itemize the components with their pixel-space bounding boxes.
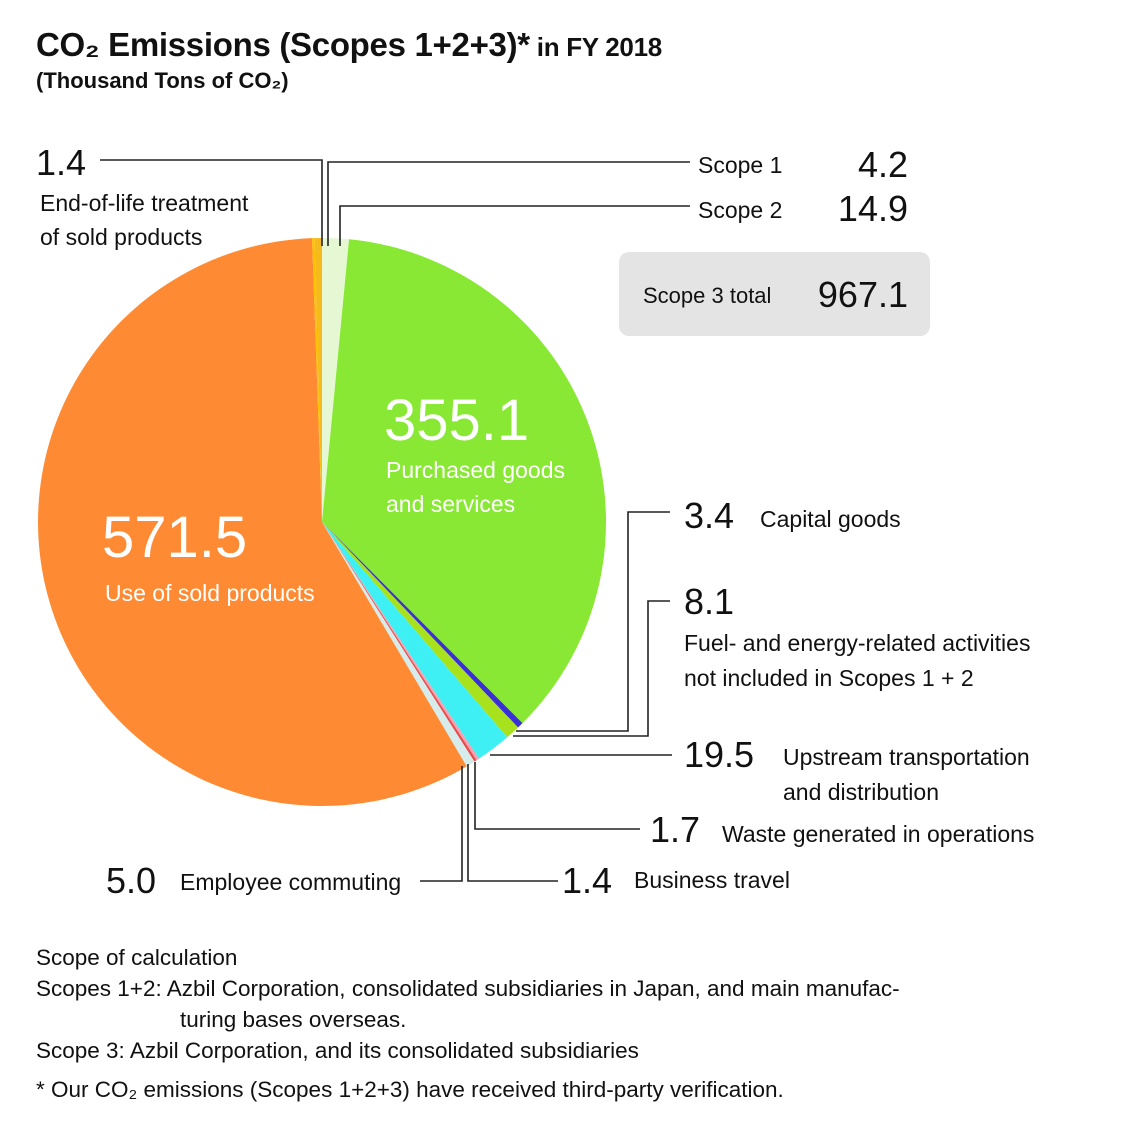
- label-upstream-desc-2: and distribution: [783, 779, 939, 805]
- notes-scopes12: Scopes 1+2: Azbil Corporation, consolida…: [36, 976, 900, 1001]
- pie-slice-eol: [312, 238, 322, 522]
- label-use-desc: Use of sold products: [105, 580, 315, 606]
- pie-slice-fuel: [322, 522, 519, 738]
- pie-slice-travel: [322, 522, 477, 762]
- leader-line-scope1: [327, 161, 690, 246]
- scope3-total-value: 967.1: [817, 274, 908, 315]
- scope3-total-label: Scope 3 total: [643, 283, 772, 308]
- chart-title-suffix: in FY 2018: [529, 32, 662, 62]
- pie-slice-scope2: [322, 238, 350, 522]
- pie-slice-capital: [322, 522, 523, 728]
- label-waste-value: 1.7: [650, 809, 700, 850]
- label-eol-desc-1: End-of-life treatment: [40, 190, 249, 216]
- label-scope1-desc: Scope 1: [698, 152, 782, 178]
- label-capital-value: 3.4: [684, 495, 734, 536]
- leader-line-fuel: [513, 600, 670, 737]
- scope3-total-box: Scope 3 total 967.1: [619, 252, 930, 336]
- pie-slice-commute: [322, 522, 475, 767]
- label-commute-value: 5.0: [106, 860, 156, 901]
- label-eol-value: 1.4: [36, 142, 86, 183]
- notes-scopes12-cont: turing bases overseas.: [180, 1007, 407, 1032]
- pie-chart: 1.4 End-of-life treatment of sold produc…: [36, 142, 1034, 901]
- label-commute-desc: Employee commuting: [180, 869, 401, 895]
- label-travel-desc: Business travel: [634, 867, 790, 893]
- notes: Scope of calculation Scopes 1+2: Azbil C…: [36, 942, 1116, 1105]
- chart-title-main: CO₂ Emissions (Scopes 1+2+3)*: [36, 26, 530, 63]
- label-scope1-value: 4.2: [858, 144, 908, 185]
- pie-slice-waste: [322, 522, 480, 761]
- leader-line-scope2: [339, 205, 690, 246]
- label-purchased-value: 355.1: [384, 388, 529, 453]
- notes-footnote: * Our CO₂ emissions (Scopes 1+2+3) have …: [36, 1077, 784, 1102]
- label-eol-desc-2: of sold products: [40, 224, 202, 250]
- label-fuel-desc-1: Fuel- and energy-related activities: [684, 630, 1030, 656]
- label-fuel-desc-2: not included in Scopes 1 + 2: [684, 665, 974, 691]
- label-upstream-desc-1: Upstream transportation: [783, 744, 1030, 770]
- label-travel-value: 1.4: [562, 860, 612, 901]
- leader-line-eol: [100, 159, 323, 246]
- leader-lines: [100, 159, 690, 882]
- leader-line-travel: [467, 764, 558, 882]
- label-capital-desc: Capital goods: [760, 506, 901, 532]
- leader-line-commute: [420, 766, 463, 882]
- chart-subtitle: (Thousand Tons of CO₂): [36, 68, 289, 93]
- notes-heading: Scope of calculation: [36, 945, 238, 970]
- label-use-value: 571.5: [102, 505, 247, 570]
- label-purchased-desc-1: Purchased goods: [386, 457, 565, 483]
- label-waste-desc: Waste generated in operations: [722, 821, 1034, 847]
- label-fuel-value: 8.1: [684, 581, 734, 622]
- pie-slice-purchased: [322, 239, 607, 724]
- label-scope2-desc: Scope 2: [698, 197, 782, 223]
- notes-scope3: Scope 3: Azbil Corporation, and its cons…: [36, 1038, 639, 1063]
- label-upstream-value: 19.5: [684, 734, 754, 775]
- leader-line-waste: [474, 762, 640, 830]
- label-purchased-desc-2: and services: [386, 491, 515, 517]
- pie-slice-use: [38, 238, 467, 806]
- pie-slices: [38, 238, 607, 806]
- chart-title: CO₂ Emissions (Scopes 1+2+3)* in FY 2018: [36, 26, 662, 64]
- label-scope2-value: 14.9: [838, 188, 908, 229]
- leader-line-capital: [516, 511, 670, 732]
- pie-slice-upstream: [322, 522, 508, 759]
- pie-slice-scope1: [314, 238, 323, 522]
